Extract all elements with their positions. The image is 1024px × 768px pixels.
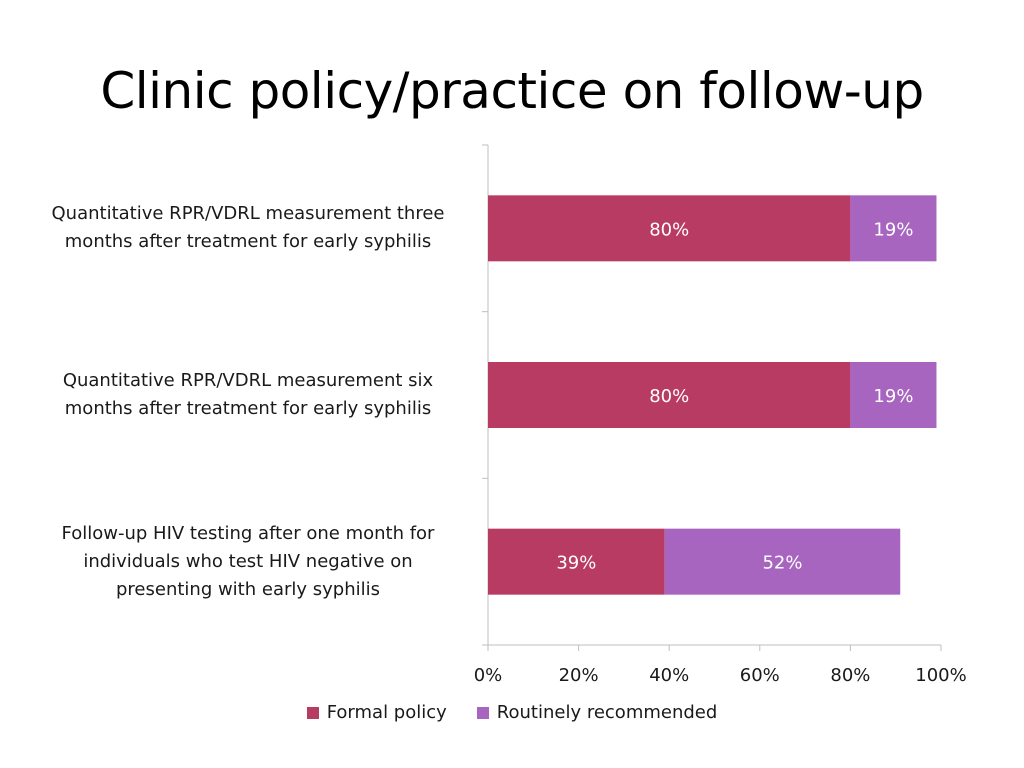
category-label-line: presenting with early syphilis xyxy=(115,578,380,600)
x-tick-label: 0% xyxy=(474,665,503,686)
category-label-line: months after treatment for early syphili… xyxy=(64,231,432,253)
legend-swatch-routinely-recommended xyxy=(476,706,489,719)
bar-data-label: 80% xyxy=(649,219,689,240)
bar-segment-formal-policy xyxy=(488,528,665,595)
bar-segment-routinely-recommended xyxy=(850,362,937,428)
bar-segment-routinely-recommended xyxy=(664,528,901,595)
bar-data-label: 19% xyxy=(873,386,913,407)
x-tick-label: 100% xyxy=(915,665,966,686)
bar-data-label: 39% xyxy=(556,553,596,574)
x-tick-label: 40% xyxy=(649,665,689,686)
category-label: Follow-up HIV testing after one month fo… xyxy=(28,520,468,604)
category-label-line: Follow-up HIV testing after one month fo… xyxy=(61,522,435,544)
bar-segment-formal-policy xyxy=(488,362,851,428)
legend-item-formal-policy: Formal policy xyxy=(306,702,447,723)
category-label-line: individuals who test HIV negative on xyxy=(83,550,413,572)
bar-data-label: 80% xyxy=(649,386,689,407)
legend-label-routinely-recommended: Routinely recommended xyxy=(496,702,718,723)
x-tick-label: 80% xyxy=(830,665,870,686)
bar-segment-routinely-recommended xyxy=(850,195,937,262)
category-label-line: months after treatment for early syphili… xyxy=(64,398,432,419)
category-label-line: Quantitative RPR/VDRL measurement six xyxy=(62,370,434,391)
category-label-line: Quantitative RPR/VDRL measurement three xyxy=(51,203,445,225)
slide-title: Clinic policy/practice on follow-up xyxy=(100,62,924,120)
legend-swatch-formal-policy xyxy=(306,706,319,719)
legend-label-formal-policy: Formal policy xyxy=(326,702,447,723)
bar-segment-formal-policy xyxy=(488,195,851,262)
bar-data-label: 19% xyxy=(873,219,913,240)
chart-legend: Formal policy Routinely recommended xyxy=(0,702,1024,723)
x-tick-label: 20% xyxy=(559,665,599,686)
bar-data-label: 52% xyxy=(762,553,802,574)
category-label: Quantitative RPR/VDRL measurement six mon… xyxy=(28,367,468,423)
category-label: Quantitative RPR/VDRL measurement three m… xyxy=(28,200,468,256)
legend-item-routinely-recommended: Routinely recommended xyxy=(476,702,718,723)
x-tick-label: 60% xyxy=(740,665,780,686)
